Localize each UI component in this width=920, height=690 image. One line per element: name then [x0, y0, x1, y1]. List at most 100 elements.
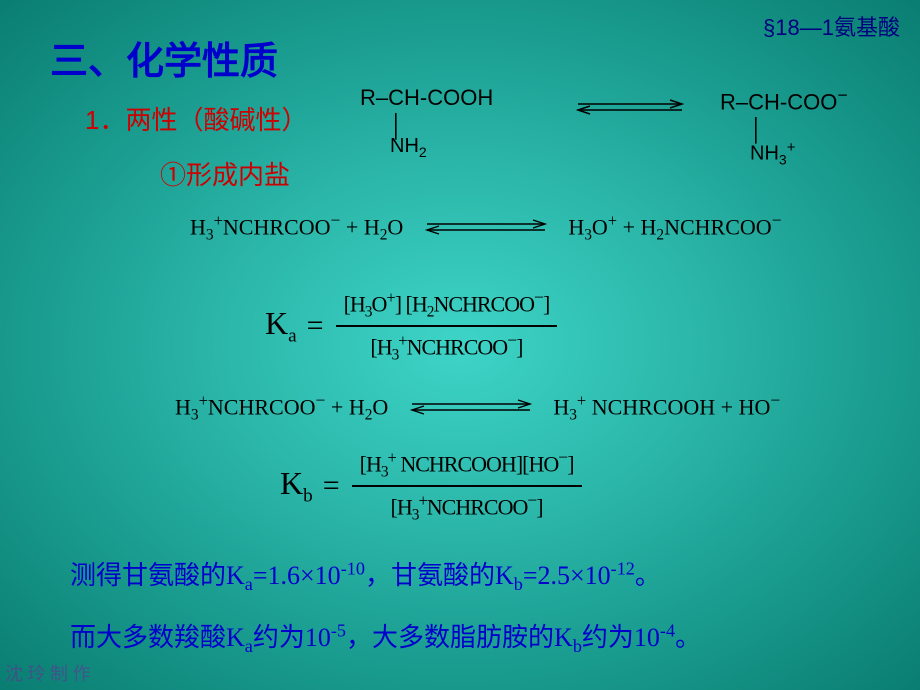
text: 约为10 — [582, 623, 660, 652]
equilibrium-arrow-top — [570, 97, 690, 122]
eq-text: + H — [346, 214, 380, 239]
eq-text: + H — [331, 394, 365, 419]
structure-neutral-row1: R–CH-COOH — [360, 85, 493, 110]
equals-sign: = — [307, 309, 324, 343]
text: =1.6×10 — [253, 561, 341, 590]
kb-sub: b — [303, 485, 313, 506]
eq-text: H — [350, 291, 365, 316]
eq-text: H — [568, 214, 584, 239]
eq-text: ] [H — [395, 291, 427, 316]
eq-text: NCHRCOO — [407, 334, 508, 359]
eq-text: O — [372, 394, 388, 419]
text: =2.5×10 — [523, 561, 611, 590]
eq-text: H — [175, 394, 191, 419]
kb-denominator: [H3+NCHRCOO−] — [352, 488, 582, 527]
eq-sub: 3 — [365, 304, 372, 321]
text: 测得甘氨酸的K — [70, 561, 245, 590]
bracket-open: [H — [391, 494, 412, 519]
minus-icon: − — [534, 287, 543, 307]
fraction-bar — [336, 325, 558, 327]
exp: -5 — [331, 620, 346, 640]
equation-kb-reaction: H3+NCHRCOO− + H2O H3+ NCHRCOOH + HO− — [175, 390, 780, 425]
kb-k: K — [280, 465, 303, 501]
kb-fraction: [H3+ NCHRCOOH][HO−] [H3+NCHRCOO−] — [352, 445, 582, 526]
section-title: 三、化学性质 — [50, 30, 278, 85]
structure-zw-row1: R–CH-COO — [720, 89, 837, 114]
sub-a: a — [245, 636, 253, 656]
minus-icon: − — [507, 330, 516, 350]
eq-text: H — [553, 394, 569, 419]
structure-neutral-nh: NH — [390, 135, 419, 157]
ka-fraction: [H3O+] [H2NCHRCOO−] [H3+NCHRCOO−] — [336, 285, 558, 366]
minus-icon: − — [330, 210, 340, 230]
plus-icon: + — [577, 391, 586, 410]
minus-icon: − — [772, 210, 782, 230]
text: ，大多数脂肪胺的K — [346, 623, 573, 652]
sub-b: b — [573, 636, 582, 656]
structure-neutral-sub: 2 — [419, 144, 427, 160]
bracket-close: ] — [536, 494, 542, 519]
eq-sub: 3 — [206, 227, 214, 244]
eq-sub: 3 — [569, 407, 577, 424]
eq-text: O — [387, 214, 403, 239]
ka-k: K — [265, 305, 288, 341]
minus-icon: − — [315, 390, 325, 410]
minus-icon: − — [527, 490, 536, 510]
text: 约为10 — [253, 623, 331, 652]
bracket-close: ] — [567, 451, 573, 476]
structure-zw-nh: NH — [750, 143, 779, 165]
equilibrium-arrow-icon — [570, 97, 690, 117]
comparison-text: 而大多数羧酸Ka约为10-5，大多数脂肪胺的Kb约为10-4。 — [70, 617, 701, 657]
text: ，甘氨酸的K — [365, 561, 514, 590]
structure-zw-sub: 3 — [779, 152, 787, 168]
eq-text: O — [592, 214, 608, 239]
eq-text: NCHRCOO — [427, 494, 528, 519]
eq-sub: 3 — [191, 407, 199, 424]
equation-ka-reaction: H3+NCHRCOO− + H2O H3O+ + H2NCHRCOO− — [190, 210, 782, 245]
ka-denominator: [H3+NCHRCOO−] — [336, 328, 558, 367]
subsection-1-1: ①形成内盐 — [160, 155, 290, 192]
plus-icon: + — [418, 491, 426, 510]
plus-icon: + — [398, 331, 406, 350]
kb-expression: Kb = [H3+ NCHRCOOH][HO−] [H3+NCHRCOO−] — [280, 445, 582, 526]
equals-sign: = — [323, 469, 340, 503]
kb-numerator: [H3+ NCHRCOOH][HO−] — [352, 445, 582, 484]
equilibrium-arrow-icon — [421, 218, 551, 236]
ka-kb-values-text: 测得甘氨酸的Ka=1.6×10-10，甘氨酸的Kb=2.5×10-12。 — [70, 555, 661, 595]
sub-b: b — [514, 574, 523, 594]
ka-expression: Ka = [H3O+] [H2NCHRCOO−] [H3+NCHRCOO−] — [265, 285, 557, 366]
text: 而大多数羧酸K — [70, 623, 245, 652]
eq-text: + H — [623, 214, 657, 239]
minus-icon: − — [837, 85, 847, 105]
plus-icon: + — [214, 211, 223, 230]
eq-text: NCHRCOOH][HO — [396, 451, 558, 476]
text: 。 — [675, 623, 701, 652]
ka-numerator: [H3O+] [H2NCHRCOO−] — [336, 285, 558, 324]
subsection-1: 1．两性（酸碱性） — [85, 100, 307, 137]
bracket-open: [H — [360, 451, 381, 476]
eq-sub: 3 — [381, 464, 388, 481]
eq-text: NCHRCOOH + HO — [586, 394, 770, 419]
author-watermark: 沈 玲 制 作 — [5, 665, 91, 685]
plus-icon: + — [388, 448, 396, 467]
plus-icon: + — [787, 139, 796, 156]
minus-icon: − — [558, 447, 567, 467]
minus-icon: − — [770, 390, 780, 410]
eq-text: NCHRCOO — [433, 291, 534, 316]
plus-icon: + — [199, 391, 208, 410]
eq-text: NCHRCOO — [208, 394, 316, 419]
exp: -10 — [341, 558, 365, 578]
structure-zwitterion: R–CH-COO− │ NH3+ — [720, 85, 848, 168]
structure-neutral: R–CH-COOH │ NH2 — [360, 85, 493, 160]
exp: -4 — [660, 620, 675, 640]
chapter-label: §18—1氨基酸 — [763, 10, 900, 42]
equilibrium-arrow — [406, 396, 536, 422]
bracket-open: [H — [370, 334, 391, 359]
bracket-close: ] — [543, 291, 549, 316]
exp: -12 — [611, 558, 635, 578]
sub-a: a — [245, 574, 253, 594]
equilibrium-arrow — [421, 216, 551, 242]
eq-text: NCHRCOO — [664, 214, 772, 239]
eq-text: NCHRCOO — [223, 214, 331, 239]
ka-sub: a — [288, 325, 297, 346]
